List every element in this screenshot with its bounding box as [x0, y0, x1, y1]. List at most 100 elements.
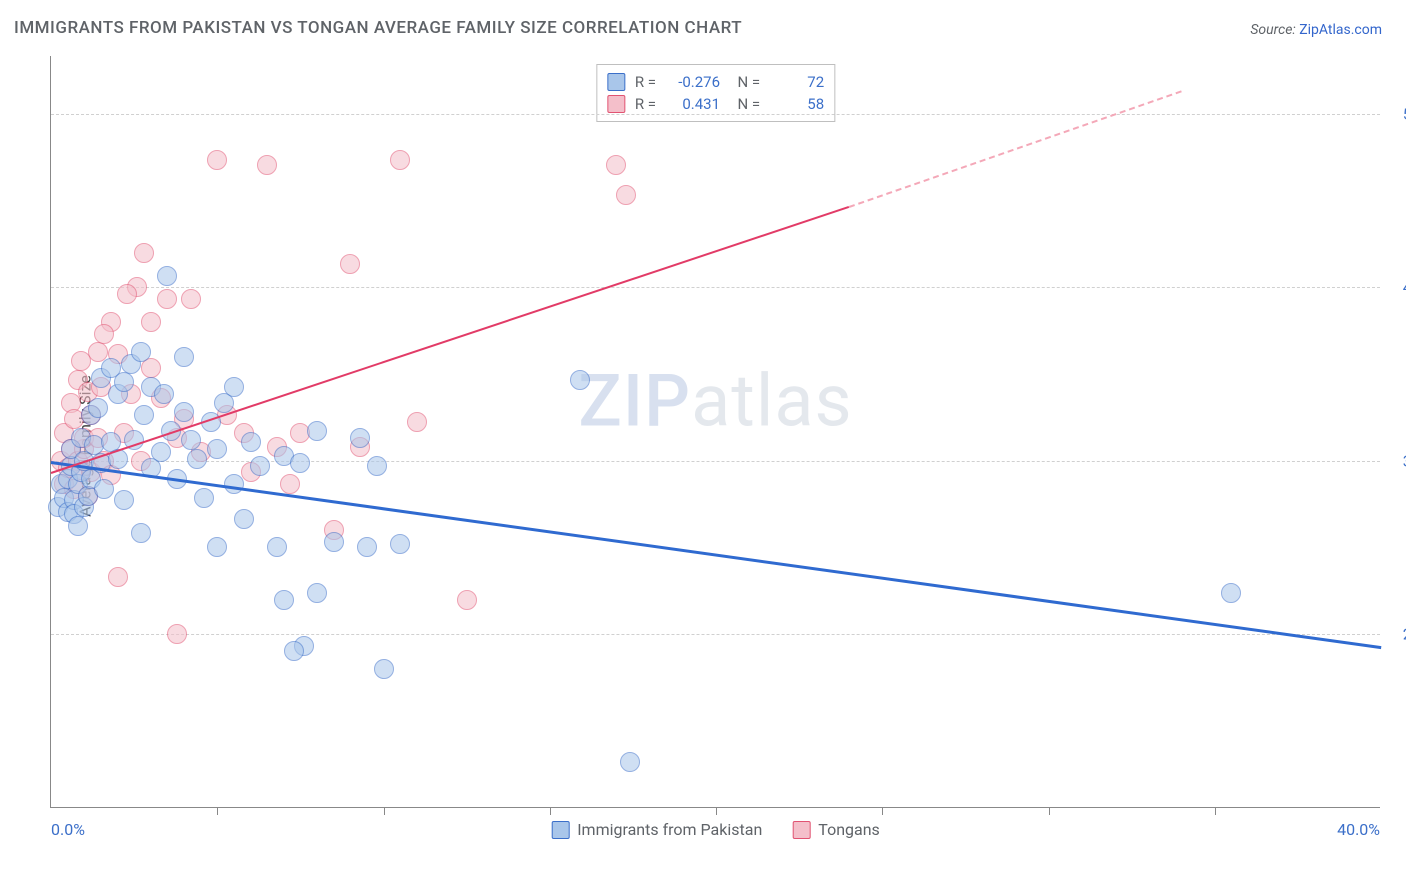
swatch-tongans	[607, 95, 625, 113]
scatter-point-pakistan	[114, 372, 134, 392]
scatter-point-pakistan	[194, 488, 214, 508]
bottom-legend: Immigrants from Pakistan Tongans	[551, 820, 880, 839]
scatter-point-tongans	[108, 567, 128, 587]
scatter-point-pakistan	[367, 456, 387, 476]
stat-n-label: N =	[730, 73, 760, 91]
plot-area: ZIPatlas R = -0.276 N = 72 R = 0.431 N =…	[50, 56, 1380, 808]
scatter-point-tongans	[167, 624, 187, 644]
gridline	[51, 287, 1380, 288]
scatter-point-tongans	[181, 289, 201, 309]
scatter-point-pakistan	[187, 449, 207, 469]
y-tick-label: 4.25	[1386, 278, 1406, 297]
source-label: Source:	[1250, 22, 1299, 38]
gridline	[51, 634, 1380, 635]
scatter-point-pakistan	[94, 479, 114, 499]
stat-r-tongans: 0.431	[666, 95, 720, 113]
scatter-point-pakistan	[1221, 583, 1241, 603]
scatter-point-tongans	[134, 243, 154, 263]
scatter-point-tongans	[141, 312, 161, 332]
scatter-point-pakistan	[174, 402, 194, 422]
legend-swatch-pakistan	[551, 821, 569, 839]
scatter-point-tongans	[207, 150, 227, 170]
x-axis-max-label: 40.0%	[1337, 820, 1380, 839]
x-axis-min-label: 0.0%	[51, 820, 85, 839]
source-link[interactable]: ZipAtlas.com	[1299, 22, 1382, 38]
scatter-point-tongans	[94, 324, 114, 344]
scatter-point-pakistan	[207, 537, 227, 557]
watermark-part1: ZIP	[578, 359, 691, 444]
chart-title: IMMIGRANTS FROM PAKISTAN VS TONGAN AVERA…	[14, 18, 742, 38]
stat-n-tongans: 58	[770, 95, 824, 113]
trend-line	[849, 91, 1182, 209]
scatter-point-pakistan	[224, 474, 244, 494]
stat-n-pakistan: 72	[770, 73, 824, 91]
scatter-point-pakistan	[134, 405, 154, 425]
scatter-point-pakistan	[307, 583, 327, 603]
scatter-point-pakistan	[307, 421, 327, 441]
scatter-point-pakistan	[357, 537, 377, 557]
y-tick-label: 2.75	[1386, 625, 1406, 644]
x-tick	[1049, 807, 1050, 815]
scatter-point-tongans	[340, 254, 360, 274]
scatter-point-pakistan	[234, 509, 254, 529]
source-credit: Source: ZipAtlas.com	[1250, 22, 1382, 38]
scatter-point-tongans	[616, 185, 636, 205]
watermark: ZIPatlas	[578, 359, 852, 444]
scatter-point-tongans	[390, 150, 410, 170]
y-tick-label: 5.00	[1386, 104, 1406, 123]
scatter-point-pakistan	[620, 752, 640, 772]
scatter-point-tongans	[280, 474, 300, 494]
legend-label-tongans: Tongans	[818, 820, 880, 839]
scatter-point-pakistan	[274, 590, 294, 610]
scatter-point-pakistan	[374, 659, 394, 679]
scatter-point-pakistan	[88, 398, 108, 418]
watermark-part2: atlas	[691, 359, 853, 444]
stat-r-label: R =	[635, 95, 656, 113]
stat-n-label: N =	[730, 95, 760, 113]
scatter-point-pakistan	[267, 537, 287, 557]
legend-swatch-tongans	[792, 821, 810, 839]
scatter-point-pakistan	[154, 384, 174, 404]
y-tick-label: 3.50	[1386, 451, 1406, 470]
scatter-point-pakistan	[114, 490, 134, 510]
scatter-point-pakistan	[207, 439, 227, 459]
swatch-pakistan	[607, 73, 625, 91]
scatter-point-pakistan	[131, 523, 151, 543]
scatter-point-pakistan	[241, 432, 261, 452]
legend-item-pakistan: Immigrants from Pakistan	[551, 820, 762, 839]
stat-r-pakistan: -0.276	[666, 73, 720, 91]
scatter-point-pakistan	[151, 442, 171, 462]
scatter-point-pakistan	[570, 370, 590, 390]
scatter-point-pakistan	[68, 516, 88, 536]
scatter-point-pakistan	[350, 428, 370, 448]
trend-line	[51, 461, 1381, 649]
scatter-point-pakistan	[250, 456, 270, 476]
x-tick	[550, 807, 551, 815]
stats-row-tongans: R = 0.431 N = 58	[607, 93, 824, 115]
x-tick	[716, 807, 717, 815]
scatter-point-pakistan	[284, 641, 304, 661]
gridline	[51, 114, 1380, 115]
x-tick	[1215, 807, 1216, 815]
scatter-point-tongans	[157, 289, 177, 309]
scatter-point-pakistan	[174, 347, 194, 367]
scatter-point-pakistan	[290, 453, 310, 473]
stats-row-pakistan: R = -0.276 N = 72	[607, 71, 824, 93]
x-tick	[217, 807, 218, 815]
scatter-point-pakistan	[224, 377, 244, 397]
x-tick	[384, 807, 385, 815]
scatter-point-pakistan	[157, 266, 177, 286]
x-tick	[882, 807, 883, 815]
stat-r-label: R =	[635, 73, 656, 91]
legend-item-tongans: Tongans	[792, 820, 880, 839]
scatter-point-tongans	[457, 590, 477, 610]
legend-label-pakistan: Immigrants from Pakistan	[577, 820, 762, 839]
scatter-point-pakistan	[131, 342, 151, 362]
scatter-point-tongans	[407, 412, 427, 432]
scatter-point-tongans	[606, 155, 626, 175]
scatter-point-pakistan	[324, 532, 344, 552]
scatter-point-tongans	[257, 155, 277, 175]
scatter-point-pakistan	[390, 534, 410, 554]
scatter-point-pakistan	[181, 430, 201, 450]
scatter-point-tongans	[117, 284, 137, 304]
